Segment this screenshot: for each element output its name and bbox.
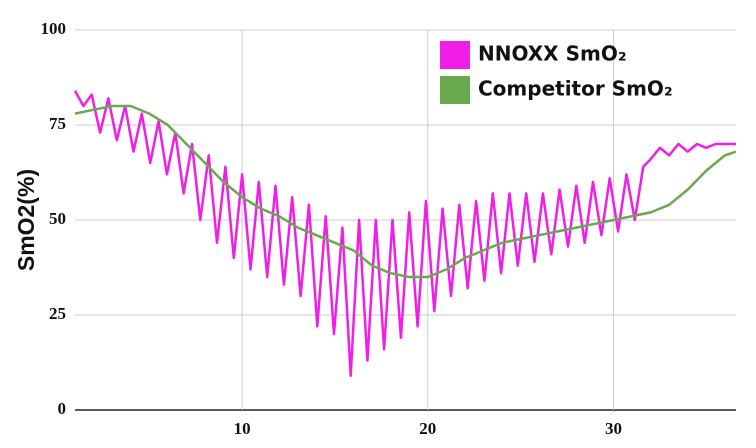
y-tick-label: 100 [41, 19, 67, 38]
y-axis-title: SmO2(%) [13, 169, 39, 271]
series-line [74, 104, 737, 279]
y-tick-label: 50 [49, 209, 66, 228]
y-tick-label: 25 [49, 304, 66, 323]
legend-label: Competitor SmO₂ [478, 77, 673, 101]
x-tick-label: 30 [605, 419, 622, 438]
x-tick-label: 10 [234, 419, 251, 438]
y-tick-label: 0 [58, 399, 67, 418]
series-line [73, 90, 736, 378]
x-tick-label: 20 [419, 419, 436, 438]
y-tick-label: 75 [49, 114, 66, 133]
legend-swatch [440, 76, 470, 104]
legend-swatch [440, 41, 470, 69]
legend-label: NNOXX SmO₂ [478, 42, 627, 66]
